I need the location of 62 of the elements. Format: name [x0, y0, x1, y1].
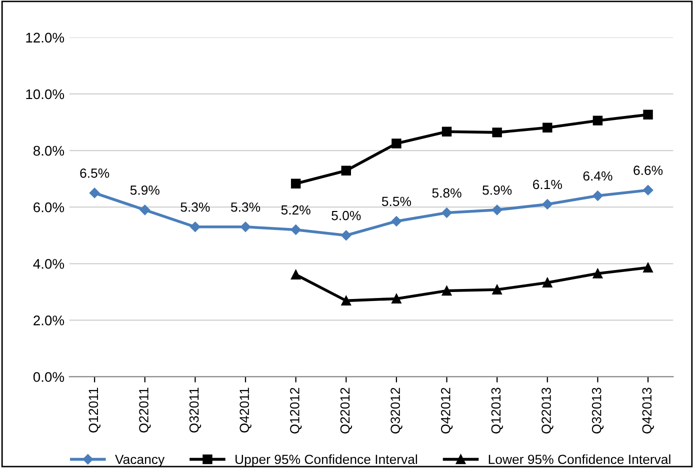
data-label: 6.5% [80, 168, 110, 178]
point [542, 122, 552, 132]
point [442, 286, 452, 296]
data-label: 5.3% [180, 202, 210, 212]
x-tick-label: Q22012 [340, 388, 352, 434]
point [190, 222, 200, 232]
point [642, 185, 654, 196]
y-tick-label: 2.0% [34, 316, 64, 326]
data-label: 5.9% [482, 185, 512, 195]
y-tick-label: 8.0% [33, 146, 64, 156]
point [341, 166, 351, 176]
point [391, 216, 402, 226]
point [442, 126, 452, 136]
y-tick-label: 0.0% [33, 372, 64, 382]
point [341, 230, 352, 240]
data-label: 6.1% [533, 180, 562, 190]
point [392, 138, 402, 148]
x-tick-label: Q12011 [88, 388, 100, 433]
data-label: 5.5% [382, 196, 412, 206]
point [290, 178, 301, 188]
x-tick-label: Q22013 [542, 388, 554, 434]
legend-label: Upper 95% Confidence Interval [236, 454, 418, 467]
point [240, 222, 251, 232]
y-tick-label: 6.0% [34, 202, 64, 212]
point [643, 110, 653, 120]
x-tick-label: Q42012 [440, 388, 453, 434]
legend-label: Vacancy [115, 454, 165, 467]
x-tick-label: Q42011 [240, 388, 252, 433]
data-label: 5.2% [281, 205, 310, 215]
legend-label: Lower 95% Confidence Interval [488, 454, 670, 464]
data-label: 5.9% [130, 185, 160, 195]
point [89, 188, 100, 198]
data-label: 6.4% [583, 171, 612, 181]
data-label: 5.3% [230, 202, 260, 212]
point [592, 116, 603, 126]
x-tick-label: Q12012 [290, 388, 302, 434]
point [592, 268, 603, 278]
x-tick-label: Q32013 [592, 388, 604, 434]
y-tick-label: 12.0% [26, 32, 64, 43]
point [542, 199, 553, 210]
x-tick-label: Q32011 [189, 388, 202, 433]
point [392, 294, 402, 304]
point [492, 204, 502, 216]
y-tick-label: 10.0% [26, 89, 64, 100]
point [290, 270, 301, 280]
point [442, 208, 452, 218]
point [341, 296, 351, 306]
x-tick-label: Q32012 [390, 388, 402, 434]
point [140, 204, 150, 216]
point [542, 278, 552, 288]
data-label: 5.0% [332, 210, 361, 220]
point [643, 262, 653, 272]
point [492, 284, 502, 295]
point [592, 190, 603, 201]
data-label: 6.6% [634, 166, 663, 176]
data-label: 5.8% [432, 188, 462, 198]
x-tick-label: Q42013 [642, 388, 654, 434]
x-tick-label: Q12013 [491, 388, 503, 434]
y-tick-label: 4.0% [33, 258, 64, 269]
point [492, 128, 502, 138]
point [290, 224, 301, 235]
x-tick-label: Q22011 [139, 388, 151, 433]
